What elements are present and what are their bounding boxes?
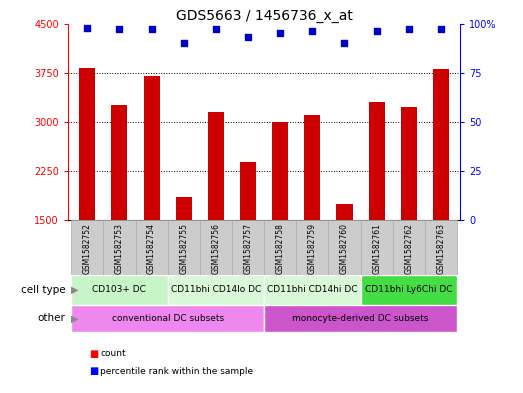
Text: GSM1582752: GSM1582752 [83, 223, 92, 274]
Point [276, 30, 285, 37]
Text: GSM1582758: GSM1582758 [276, 223, 285, 274]
Point [147, 26, 156, 33]
Text: ■: ■ [89, 366, 98, 376]
Text: GSM1582754: GSM1582754 [147, 223, 156, 274]
Bar [232, 220, 264, 275]
Title: GDS5663 / 1456736_x_at: GDS5663 / 1456736_x_at [176, 9, 353, 22]
Bar [200, 220, 232, 275]
Point [115, 26, 123, 33]
Point [340, 40, 349, 46]
Point [405, 26, 413, 33]
Text: GSM1582756: GSM1582756 [211, 223, 220, 274]
Text: GSM1582757: GSM1582757 [244, 223, 253, 274]
Text: other: other [38, 313, 65, 323]
Text: GSM1582761: GSM1582761 [372, 223, 381, 274]
Bar [425, 220, 457, 275]
Text: CD11bhi Ly6Chi DC: CD11bhi Ly6Chi DC [365, 285, 452, 294]
Bar [369, 102, 385, 318]
Text: monocyte-derived DC subsets: monocyte-derived DC subsets [292, 314, 429, 323]
Bar [360, 220, 393, 275]
Bar [360, 275, 457, 305]
Text: percentile rank within the sample: percentile rank within the sample [100, 367, 254, 376]
Point [179, 40, 188, 46]
Point [372, 28, 381, 35]
Bar [168, 275, 264, 305]
Bar [176, 197, 192, 318]
Text: ▶: ▶ [71, 285, 78, 295]
Bar [264, 220, 296, 275]
Point [244, 34, 252, 40]
Text: CD11bhi CD14hi DC: CD11bhi CD14hi DC [267, 285, 358, 294]
Bar [71, 305, 264, 332]
Bar [433, 70, 449, 318]
Text: count: count [100, 349, 126, 358]
Text: GSM1582762: GSM1582762 [404, 223, 413, 274]
Text: GSM1582759: GSM1582759 [308, 223, 317, 274]
Text: GSM1582760: GSM1582760 [340, 223, 349, 274]
Bar [104, 220, 135, 275]
Text: ▶: ▶ [71, 313, 78, 323]
Text: cell type: cell type [21, 285, 65, 295]
Bar [240, 162, 256, 318]
Text: GSM1582763: GSM1582763 [437, 223, 446, 274]
Bar [79, 68, 95, 318]
Text: CD103+ DC: CD103+ DC [93, 285, 146, 294]
Bar [264, 305, 457, 332]
Bar [401, 107, 417, 318]
Bar [393, 220, 425, 275]
Text: GSM1582753: GSM1582753 [115, 223, 124, 274]
Text: conventional DC subsets: conventional DC subsets [111, 314, 224, 323]
Text: ■: ■ [89, 349, 98, 359]
Bar [264, 275, 360, 305]
Text: CD11bhi CD14lo DC: CD11bhi CD14lo DC [171, 285, 261, 294]
Bar [168, 220, 200, 275]
Text: GSM1582755: GSM1582755 [179, 223, 188, 274]
Bar [336, 204, 353, 318]
Point [212, 26, 220, 33]
Bar [135, 220, 168, 275]
Point [83, 24, 92, 31]
Point [437, 26, 445, 33]
Bar [328, 220, 360, 275]
Bar [143, 76, 160, 318]
Bar [208, 112, 224, 318]
Point [308, 28, 316, 35]
Bar [272, 122, 288, 318]
Bar [71, 275, 168, 305]
Bar [304, 115, 321, 318]
Bar [111, 105, 128, 318]
Bar [296, 220, 328, 275]
Bar [71, 220, 104, 275]
